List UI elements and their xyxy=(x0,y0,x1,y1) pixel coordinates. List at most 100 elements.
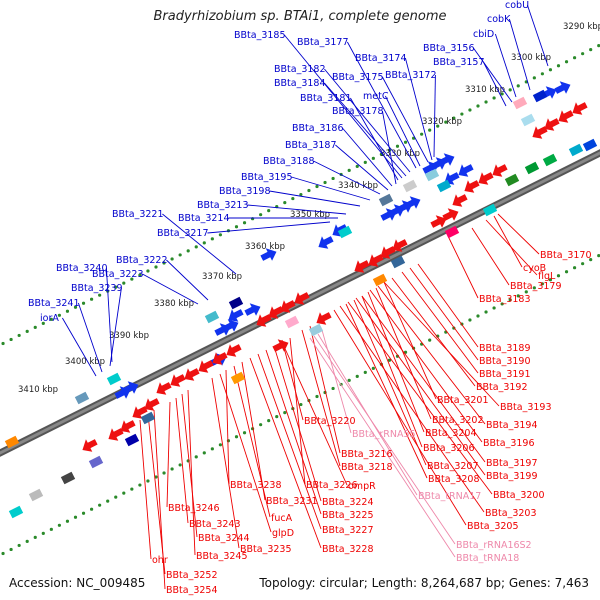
gene-block xyxy=(390,255,406,269)
leader-line xyxy=(409,267,479,361)
gene-label: BBta_3225 xyxy=(322,510,374,521)
gene-block xyxy=(4,435,20,449)
leader-line xyxy=(187,389,196,556)
gene-arrow xyxy=(458,164,474,177)
gene-label: BBta_3204 xyxy=(425,428,477,439)
leader-line xyxy=(289,337,306,485)
ruler-tick-label: 3310 kbp xyxy=(465,85,505,95)
ruler-tick-label: 3320 kbp xyxy=(422,117,462,127)
gene-label: BBta_3177 xyxy=(297,37,349,48)
gene-label: BBta_3220 xyxy=(304,416,356,427)
gene-block xyxy=(60,471,76,485)
leader-line xyxy=(241,361,266,501)
gene-label: BBta_3190 xyxy=(479,356,531,367)
leader-line xyxy=(333,309,467,526)
genome-title: Bradyrhizobium sp. BTAi1, complete genom… xyxy=(153,9,447,24)
leader-line xyxy=(361,295,423,448)
gene-label: BBta_3252 xyxy=(166,570,218,581)
leader-line xyxy=(447,235,479,299)
leader-line xyxy=(494,33,517,98)
gene-block xyxy=(124,433,140,447)
gene-label: BBta_rRNA55 xyxy=(352,429,416,440)
gene-label: BBta_3179 xyxy=(510,281,562,292)
leader-line xyxy=(471,227,510,286)
gene-label: cobK xyxy=(487,14,511,25)
gene-block xyxy=(140,411,156,425)
gene-arrow xyxy=(268,306,284,319)
gene-arrow xyxy=(452,194,468,207)
leader-line xyxy=(382,76,429,163)
gene-label: BBta_3243 xyxy=(189,519,241,530)
gene-arrow xyxy=(82,439,98,452)
gene-arrow xyxy=(554,81,571,94)
gene-block xyxy=(337,225,353,239)
leader-line xyxy=(211,377,240,549)
gene-label: BBta_3201 xyxy=(437,395,489,406)
gene-block xyxy=(542,153,558,167)
gene-label: BBta_3217 xyxy=(157,228,209,239)
gene-label: BBta_3227 xyxy=(322,525,374,536)
gene-label: BBta_3196 xyxy=(483,438,535,449)
gene-block xyxy=(74,391,90,405)
gene-arrow xyxy=(464,180,480,193)
ruler-tick-label: 3350 kbp xyxy=(290,210,330,220)
gene-block xyxy=(436,179,452,193)
leader-line xyxy=(473,47,513,103)
leader-line xyxy=(301,329,341,467)
gene-label: BBta_3183 xyxy=(479,294,531,305)
gene-block xyxy=(28,488,44,502)
gene-label: metC xyxy=(363,91,389,102)
gene-label: BBta_3206 xyxy=(423,443,475,454)
gene-label: BBta_3224 xyxy=(322,497,374,508)
leader-line xyxy=(335,144,389,191)
gene-arrow xyxy=(404,196,421,209)
gene-label: BBta_3156 xyxy=(423,43,475,54)
gene-arrow xyxy=(244,303,261,316)
leader-line xyxy=(247,204,347,215)
leader-line xyxy=(269,190,361,207)
leader-line xyxy=(347,301,493,495)
gene-label: cyoB xyxy=(523,263,546,274)
gene-label: BBta_3208 xyxy=(428,474,480,485)
gene-block xyxy=(8,505,24,519)
leader-line xyxy=(342,127,393,187)
leader-line xyxy=(369,289,483,443)
gene-block xyxy=(308,323,324,337)
gene-block xyxy=(482,203,498,217)
gene-label: BBta_3244 xyxy=(198,533,250,544)
gene-label: BBta_3178 xyxy=(332,106,384,117)
leader-line xyxy=(324,68,411,173)
leader-line xyxy=(265,349,322,515)
gene-arrow xyxy=(558,110,574,123)
leader-line xyxy=(291,176,371,201)
gene-label: BBta_3181 xyxy=(300,93,352,104)
ruler-tick-label: 3300 kbp xyxy=(511,53,551,63)
gene-label: glpD xyxy=(272,528,294,539)
leader-line xyxy=(105,267,113,363)
gene-arrow xyxy=(170,374,186,387)
gene-arrow xyxy=(430,215,447,228)
gene-block xyxy=(284,315,300,329)
gene-block xyxy=(402,179,418,193)
leader-line xyxy=(273,345,322,502)
leader-line xyxy=(281,339,304,421)
gene-arrow xyxy=(492,164,508,177)
gene-block xyxy=(204,310,220,324)
leader-line xyxy=(433,74,436,158)
gene-label: BBta_3198 xyxy=(219,186,271,197)
gene-arrow xyxy=(228,309,244,322)
leader-line xyxy=(375,287,432,420)
leader-line xyxy=(257,353,322,530)
gene-label: ompR xyxy=(348,481,376,492)
gene-label: BBta_3157 xyxy=(433,57,485,68)
gene-arrow xyxy=(120,420,136,433)
leader-line xyxy=(417,263,479,348)
leader-line xyxy=(249,357,322,549)
gene-arrow xyxy=(144,398,160,411)
leader-line xyxy=(347,41,417,169)
leader-line xyxy=(361,295,486,463)
leader-line xyxy=(175,397,189,524)
leader-line xyxy=(381,110,397,185)
leader-line xyxy=(233,365,271,518)
gene-block xyxy=(424,168,440,182)
